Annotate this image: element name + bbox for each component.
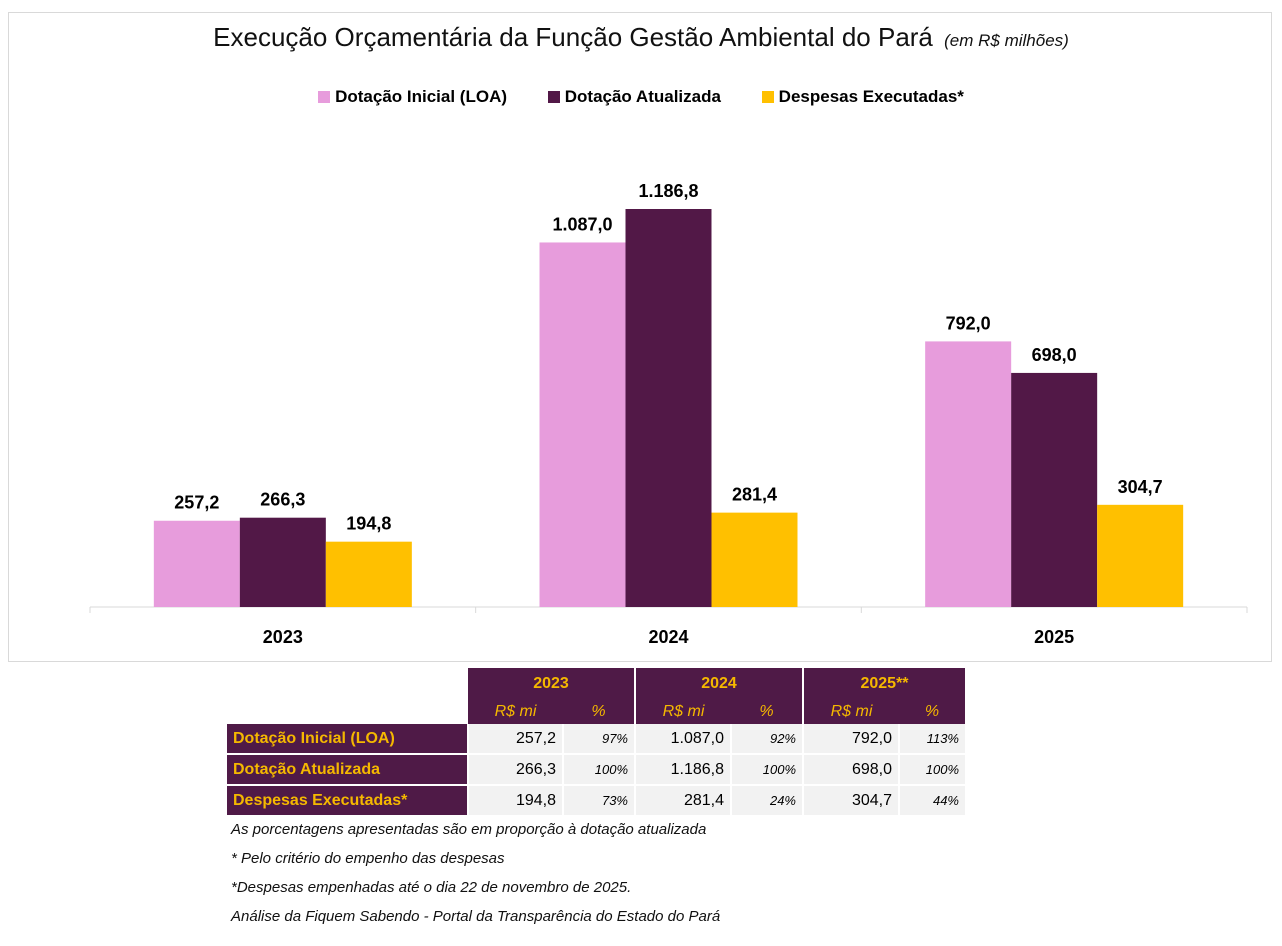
x-tick-label: 2025 (1034, 627, 1074, 647)
table-row-label: Dotação Atualizada (227, 754, 468, 786)
data-label: 698,0 (1032, 345, 1077, 365)
table-col-header: R$ mi (803, 699, 899, 724)
bar-chart: 257,2 266,3 194,8 2023 1.087,0 1.186,8 281,4 20… (89, 181, 1248, 647)
bar (925, 341, 1012, 607)
bar (325, 541, 412, 607)
data-label: 1.087,0 (552, 214, 612, 234)
table-cell-value: 304,7 (802, 785, 899, 817)
legend-item-atualizada: Dotação Atualizada (547, 86, 721, 107)
data-label: 304,7 (1118, 477, 1163, 497)
table-cell-pct: 97% (562, 724, 635, 755)
legend-item-loa: Dotação Inicial (LOA) (318, 87, 507, 107)
data-label: 266,3 (260, 490, 305, 510)
data-label: 257,2 (174, 493, 219, 513)
table-cell-pct: 100% (898, 754, 965, 786)
bar (711, 512, 798, 607)
table-cell-pct: 44% (898, 785, 965, 817)
table-year-header: 2023 (468, 668, 636, 699)
footnote: Análise da Fiquem Sabendo - Portal da Tr… (231, 908, 721, 925)
table-col-header: % (563, 699, 636, 724)
table-cell-pct: 73% (562, 785, 635, 817)
bar (153, 520, 240, 607)
x-tick-label: 2023 (263, 627, 303, 647)
table-cell-value: 266,3 (467, 754, 563, 786)
table-cell-value: 1.186,8 (634, 754, 731, 786)
table-year-header: 2025** (803, 668, 965, 699)
data-label: 1.186,8 (638, 181, 698, 201)
data-label: 194,8 (346, 514, 391, 534)
legend-swatch-atualizada (547, 90, 560, 103)
bar (625, 209, 712, 607)
bar (1097, 504, 1184, 607)
footnote: * Pelo critério do empenho das despesas (231, 850, 505, 867)
data-label: 281,4 (732, 485, 777, 505)
table-row: Dotação Inicial (LOA) 257,2 97% 1.087,0 … (227, 724, 965, 755)
data-label: 792,0 (946, 313, 991, 333)
table-col-header: % (899, 699, 965, 724)
legend-item-executadas: Despesas Executadas* (761, 86, 964, 107)
table-col-header: % (731, 699, 804, 724)
legend-swatch-executadas (761, 90, 774, 103)
table-cell-value: 1.087,0 (634, 724, 731, 755)
table-row: Despesas Executadas* 194,8 73% 281,4 24%… (227, 785, 965, 817)
x-tick-label: 2024 (648, 627, 688, 647)
legend-label-executadas: Despesas Executadas* (778, 86, 964, 106)
table-cell-value: 698,0 (802, 754, 899, 786)
bar (239, 517, 326, 607)
table-cell-pct: 113% (898, 724, 965, 755)
table-cell-pct: 100% (730, 754, 803, 786)
table-row-label: Dotação Inicial (LOA) (227, 724, 468, 755)
footnote: *Despesas empenhadas até o dia 22 de nov… (231, 879, 632, 896)
chart-legend: Dotação Inicial (LOA) Dotação Atualizada… (0, 86, 1282, 107)
table-corner (227, 668, 468, 699)
legend-swatch-loa (318, 90, 331, 103)
legend-label-atualizada: Dotação Atualizada (564, 86, 721, 106)
table-year-header: 2024 (635, 668, 804, 699)
table-cell-value: 792,0 (802, 724, 899, 755)
footnotes: As porcentagens apresentadas são em prop… (231, 820, 720, 936)
bar (1011, 372, 1098, 607)
summary-table: 2023 2024 2025** R$ mi % R$ mi % R$ mi %… (227, 668, 965, 817)
table-cell-pct: 92% (730, 724, 803, 755)
table-row: Dotação Atualizada 266,3 100% 1.186,8 10… (227, 754, 965, 786)
chart-title-text: Execução Orçamentária da Função Gestão A… (213, 22, 933, 52)
footnote: As porcentagens apresentadas são em prop… (231, 821, 707, 838)
bar (539, 242, 626, 607)
table-row-label: Despesas Executadas* (227, 785, 468, 817)
table-cell-value: 281,4 (634, 785, 731, 817)
chart-subtitle: (em R$ milhões) (944, 31, 1069, 50)
table-cell-value: 194,8 (467, 785, 563, 817)
legend-label-loa: Dotação Inicial (LOA) (335, 86, 508, 106)
table-col-header: R$ mi (635, 699, 731, 724)
chart-title: Execução Orçamentária da Função Gestão A… (0, 22, 1282, 53)
table-cell-pct: 100% (562, 754, 635, 786)
table-cell-pct: 24% (730, 785, 803, 817)
table-cell-value: 257,2 (467, 724, 563, 755)
table-corner (227, 699, 468, 724)
table-col-header: R$ mi (468, 699, 563, 724)
